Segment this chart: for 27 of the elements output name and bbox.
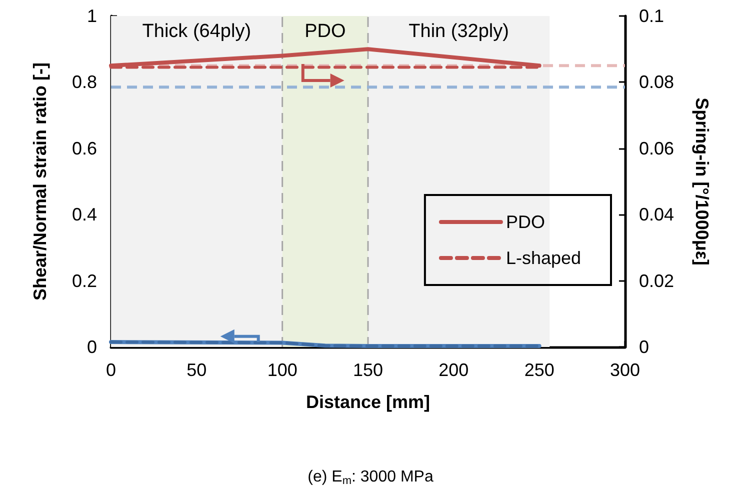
y-tick-label: 0.2 — [72, 270, 97, 291]
band-label: Thin (32ply) — [408, 21, 509, 42]
legend-label: PDO — [506, 212, 545, 232]
x-tick-label: 100 — [267, 360, 298, 380]
x-tick-label: 0 — [106, 360, 116, 380]
x-tick-label: 200 — [438, 360, 469, 380]
x-tick-label: 300 — [610, 360, 640, 380]
y-tick-label: 0.6 — [72, 138, 97, 158]
band-label: Thick (64ply) — [142, 21, 252, 42]
y2-tick-label: 0.06 — [639, 138, 674, 158]
y2-tick-label: 0.02 — [639, 270, 674, 291]
x-tick-label: 250 — [524, 360, 554, 380]
band-label: PDO — [304, 21, 346, 42]
y2-tick-label: 0.08 — [639, 72, 674, 92]
y-tick-label: 0.4 — [72, 204, 97, 225]
x-tick-label: 50 — [186, 360, 207, 380]
y-tick-label: 0.8 — [72, 72, 97, 92]
y2-axis-title: Spring-in [°/1000με] — [692, 98, 712, 266]
x-tick-label: 150 — [352, 360, 384, 380]
y-tick-label: 1 — [86, 6, 97, 26]
y-axis-title: Shear/Normal strain ratio [-] — [30, 62, 50, 301]
x-axis-title: Distance [mm] — [306, 392, 430, 412]
y2-tick-label: 0 — [639, 337, 650, 357]
y-tick-label: 0 — [86, 337, 97, 357]
y2-tick-label: 0.1 — [639, 6, 664, 26]
legend-label: L-shaped — [506, 248, 582, 268]
y2-tick-label: 0.04 — [639, 204, 674, 225]
